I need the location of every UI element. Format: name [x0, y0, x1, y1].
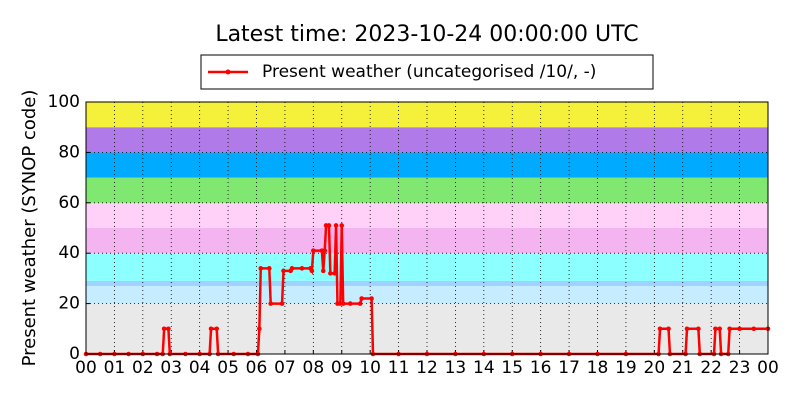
y-tick-label: 0 [69, 344, 80, 364]
x-tick-label: 12 [416, 358, 438, 378]
data-point [281, 268, 286, 274]
data-point [289, 266, 295, 271]
x-tick-label: 09 [331, 358, 353, 378]
x-tick-label: 15 [501, 358, 523, 378]
x-tick-label: 13 [445, 358, 467, 378]
legend-marker [225, 69, 231, 75]
data-point [258, 266, 264, 271]
data-point [737, 326, 742, 332]
x-tick-label: 19 [615, 358, 637, 378]
x-tick-label: 11 [388, 358, 410, 378]
chart-title: Latest time: 2023-10-24 00:00:00 UTC [215, 22, 638, 47]
data-point [713, 326, 718, 332]
x-tick-label: 23 [729, 358, 751, 378]
band [86, 127, 768, 153]
data-point [357, 301, 363, 306]
data-point [166, 326, 171, 332]
x-tick-label: 22 [700, 358, 722, 378]
x-tick-label: 04 [189, 358, 211, 378]
band [86, 152, 768, 178]
data-point [208, 326, 214, 332]
band [86, 228, 768, 254]
x-tick-label: 07 [274, 358, 296, 378]
data-point [161, 326, 167, 332]
band [86, 280, 768, 286]
data-point [326, 223, 332, 228]
x-tick-label: 03 [160, 358, 182, 378]
data-point [332, 271, 337, 276]
data-point [340, 301, 346, 306]
y-tick-label: 40 [58, 243, 80, 263]
data-point [257, 326, 262, 332]
x-tick-label: 10 [359, 358, 381, 378]
y-axis-label: Present weather (SYNOP code) [19, 90, 40, 367]
data-point [320, 268, 326, 274]
data-point [696, 326, 701, 332]
x-tick-label: 02 [132, 358, 154, 378]
data-point [347, 301, 353, 306]
data-point [666, 326, 671, 332]
data-point [717, 326, 722, 332]
data-point [727, 326, 732, 332]
x-tick-label: 18 [587, 358, 609, 378]
data-point [311, 248, 316, 253]
x-tick-label: 06 [246, 358, 268, 378]
data-point [322, 248, 328, 253]
data-point [309, 268, 315, 274]
x-tick-label: 00 [75, 358, 97, 378]
data-point [279, 301, 285, 306]
y-tick-label: 20 [58, 294, 80, 314]
x-tick-label: 00 [757, 358, 779, 378]
data-point [751, 326, 757, 332]
data-point [268, 301, 274, 306]
x-tick-label: 14 [473, 358, 495, 378]
x-tick-label: 20 [644, 358, 666, 378]
x-tick-label: 16 [530, 358, 552, 378]
y-tick-label: 100 [48, 92, 80, 112]
data-point [333, 223, 339, 228]
x-tick-label: 21 [672, 358, 694, 378]
legend [200, 54, 654, 90]
plot-frame [85, 101, 769, 355]
data-point [359, 296, 364, 301]
legend-label: Present weather (uncategorised /10/, -) [262, 62, 596, 82]
data-point [328, 271, 333, 276]
data-point [214, 326, 220, 332]
data-point [266, 266, 272, 271]
y-tick-label: 60 [58, 193, 80, 213]
data-point [299, 266, 305, 271]
data-point [684, 326, 690, 332]
y-tick-label: 80 [58, 142, 80, 162]
data-point [657, 326, 663, 332]
x-tick-label: 08 [303, 358, 325, 378]
x-tick-label: 05 [217, 358, 239, 378]
band [86, 253, 768, 281]
x-tick-label: 17 [558, 358, 580, 378]
data-point [339, 223, 345, 228]
data-point [369, 296, 374, 301]
x-tick-label: 01 [104, 358, 126, 378]
band [86, 303, 768, 354]
